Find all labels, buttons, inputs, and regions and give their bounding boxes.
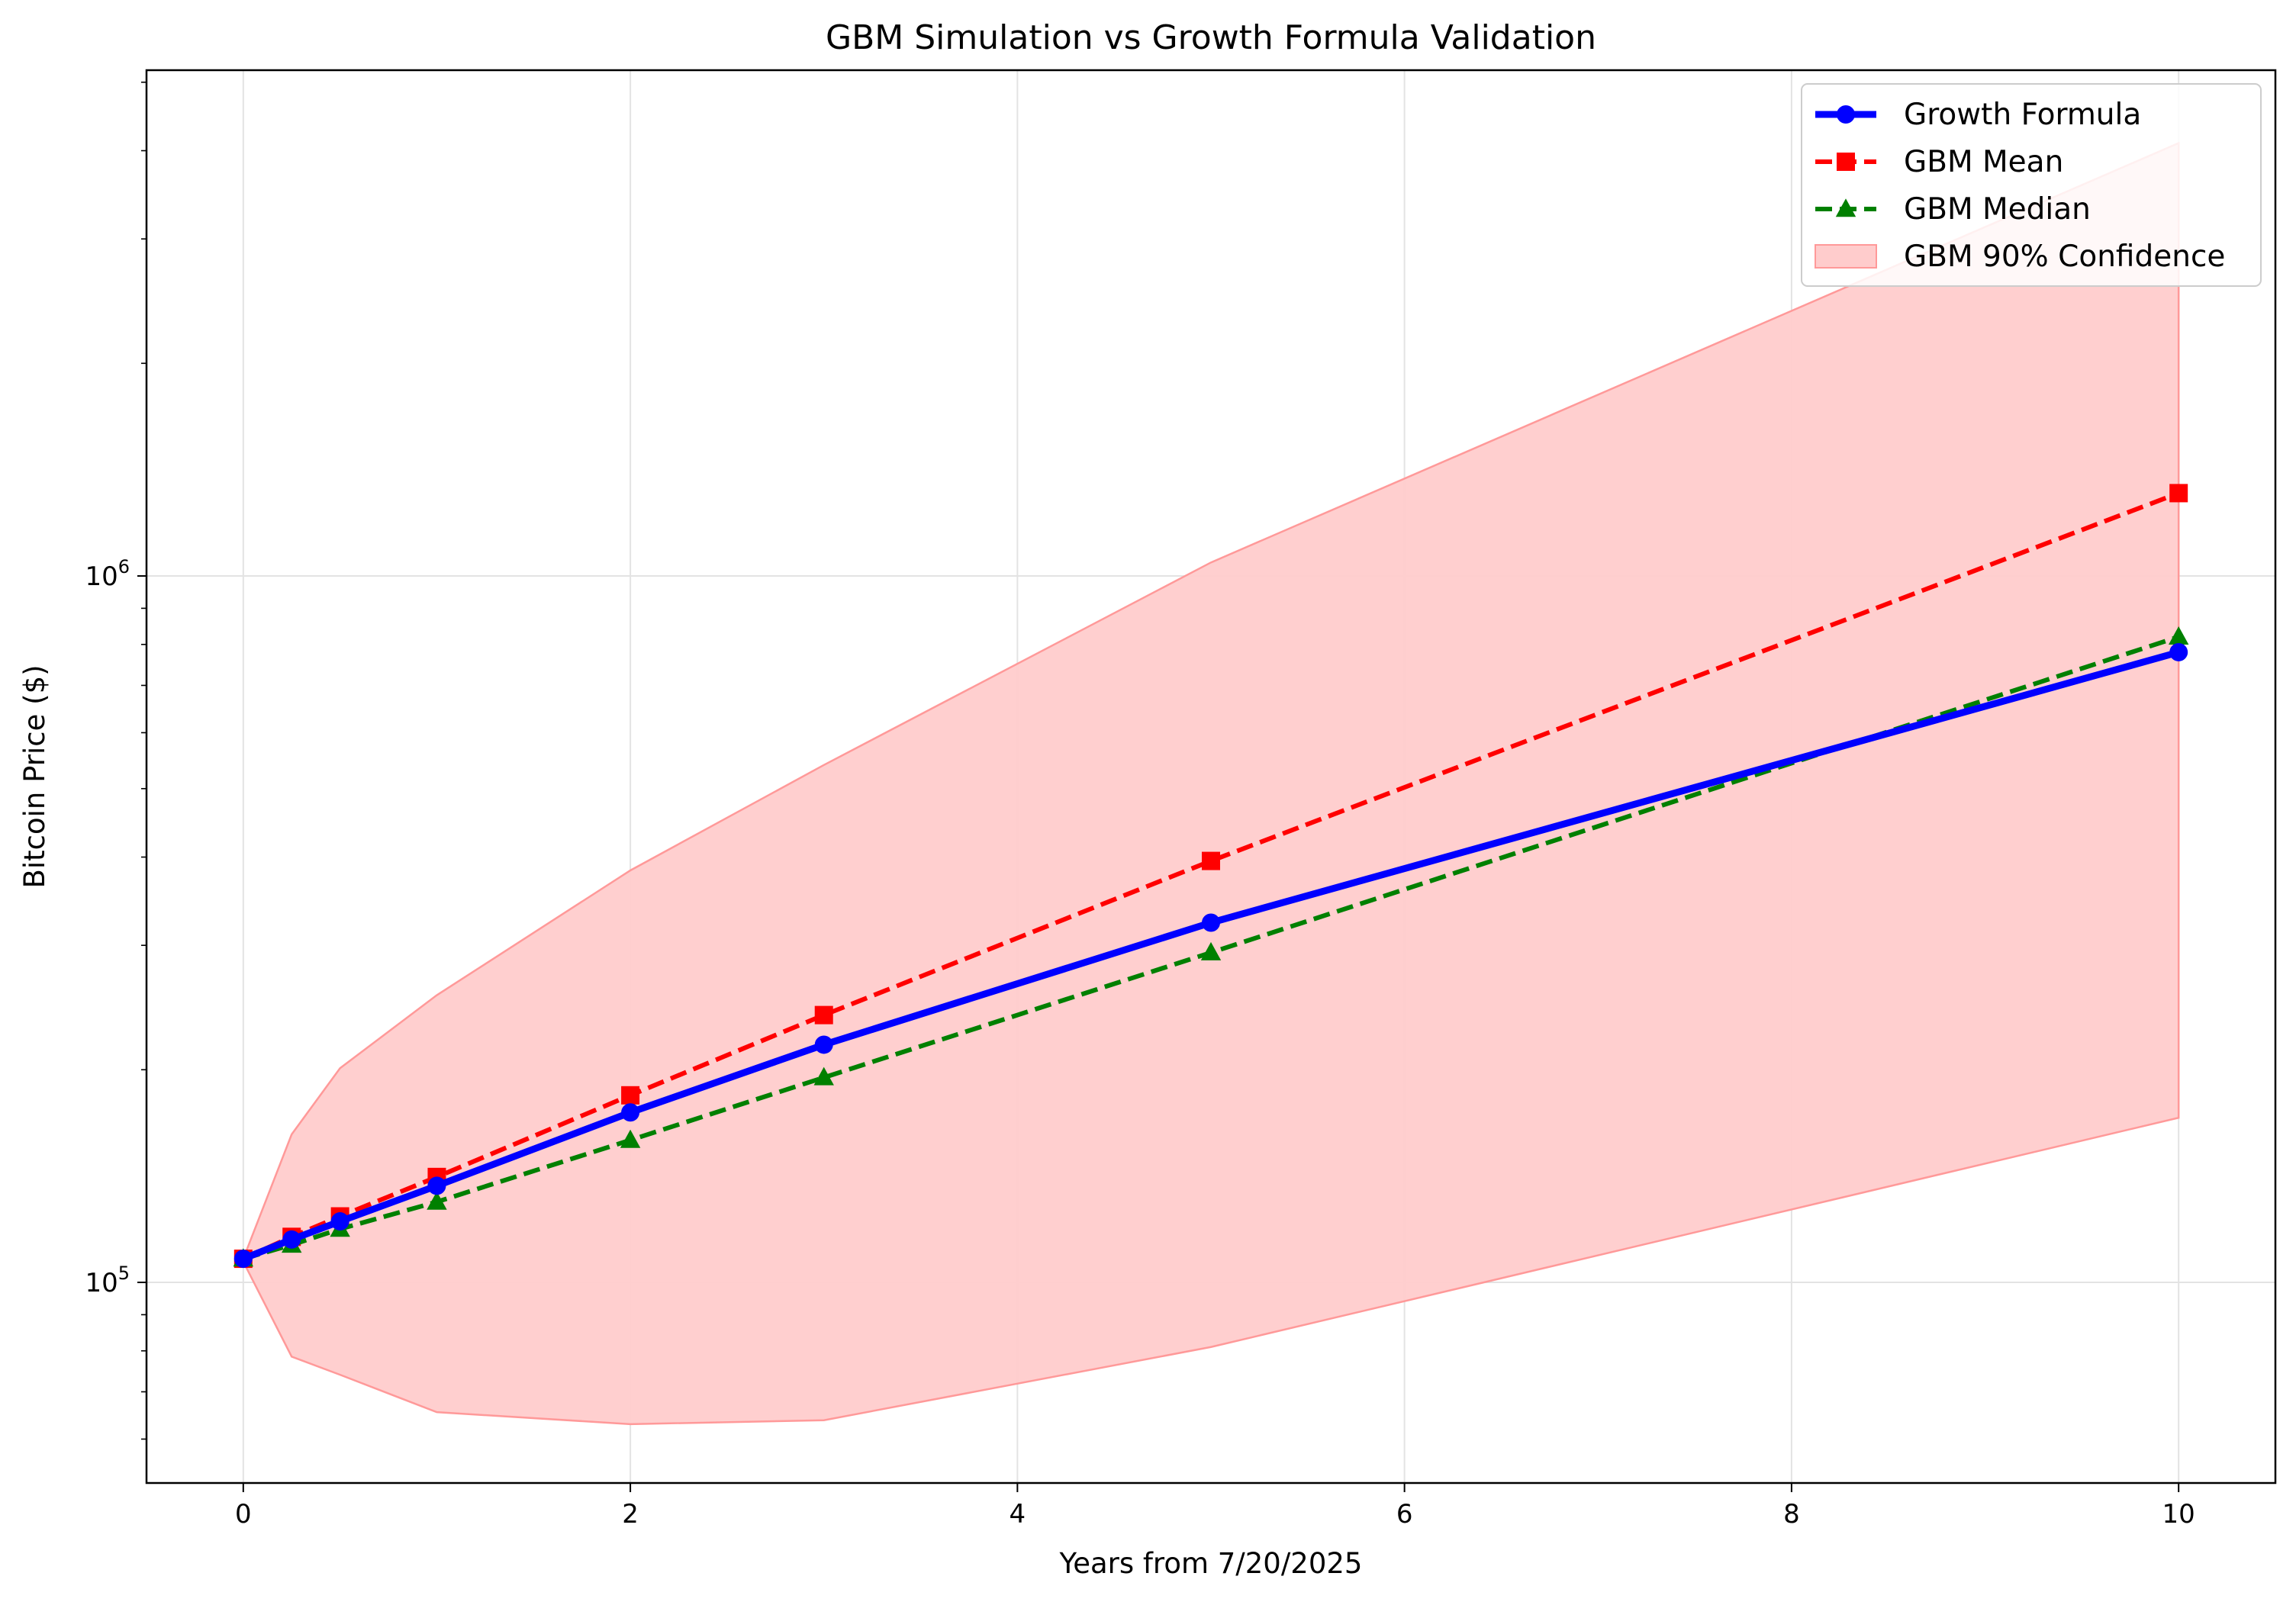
series-point	[1837, 153, 1855, 171]
confidence-band-layer	[242, 141, 2180, 1426]
series-point	[427, 1176, 446, 1195]
legend-entry: GBM Median	[1815, 192, 2091, 227]
confidence-band	[242, 141, 2180, 1426]
series-layer	[233, 484, 2189, 1269]
x-tick-label: 8	[1783, 1499, 1800, 1530]
y-axis-label: Bitcoin Price ($)	[18, 664, 51, 888]
legend-entry: GBM Mean	[1815, 145, 2063, 179]
legend-label: Growth Formula	[1904, 98, 2141, 132]
legend: Growth Formula GBM Mean GBM Median GBM 90% …	[1801, 83, 2262, 287]
x-tick-label: 10	[2162, 1499, 2195, 1530]
series-point	[814, 1035, 833, 1054]
legend-entry: GBM 90% Confidence	[1815, 240, 2225, 274]
chart-title: GBM Simulation vs Growth Formula Validat…	[826, 18, 1596, 57]
series-point	[2169, 484, 2188, 503]
series-point	[1202, 851, 1220, 870]
series-point	[621, 1103, 640, 1122]
y-tick-label: 105	[85, 1263, 130, 1298]
x-axis-label: Years from 7/20/2025	[1059, 1547, 1363, 1580]
legend-box	[1801, 83, 2262, 287]
series-point	[427, 1191, 447, 1210]
legend-label: GBM Median	[1904, 192, 2091, 227]
series-point	[813, 1066, 834, 1086]
series-point	[2168, 626, 2189, 645]
series-point	[1837, 105, 1855, 124]
series-point	[1202, 913, 1220, 932]
plot-frame	[145, 69, 2277, 1485]
series-point	[233, 1250, 253, 1269]
x-tick-label: 0	[235, 1499, 252, 1530]
axis-ticks: 0 2 4 6 8 10 105 106	[85, 81, 2195, 1530]
series-point	[620, 1129, 641, 1148]
legend-entry: Growth Formula	[1815, 98, 2141, 132]
series-point	[330, 1212, 349, 1231]
series-point	[814, 1005, 833, 1025]
series-point	[621, 1086, 640, 1105]
x-tick-label: 6	[1396, 1499, 1413, 1530]
series-growth-formula	[233, 642, 2188, 1269]
x-tick-label: 2	[622, 1499, 639, 1530]
x-tick-label: 4	[1010, 1499, 1026, 1530]
legend-label: GBM Mean	[1904, 145, 2063, 179]
series-point	[2169, 642, 2188, 661]
legend-label: GBM 90% Confidence	[1904, 240, 2225, 274]
series-point	[282, 1230, 301, 1249]
legend-swatch	[1815, 244, 1877, 269]
series-point	[1200, 941, 1222, 960]
series-point	[1835, 198, 1856, 217]
y-tick-label: 106	[85, 556, 130, 592]
